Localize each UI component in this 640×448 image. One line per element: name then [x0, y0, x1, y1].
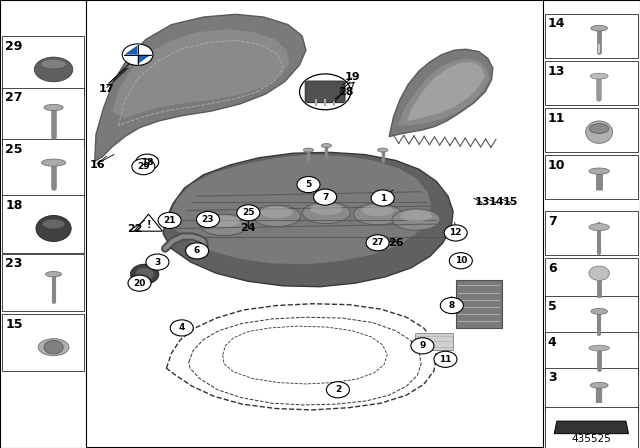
Text: 15: 15	[5, 318, 22, 331]
Circle shape	[158, 212, 181, 228]
Text: 435525: 435525	[572, 434, 611, 444]
Circle shape	[589, 266, 609, 280]
Text: 20: 20	[133, 279, 146, 288]
Ellipse shape	[302, 202, 351, 224]
Text: 8: 8	[449, 301, 455, 310]
Text: 25: 25	[242, 208, 255, 217]
Text: 22: 22	[127, 224, 142, 234]
FancyBboxPatch shape	[2, 36, 84, 94]
Text: 10: 10	[454, 256, 467, 265]
Polygon shape	[398, 58, 490, 125]
Polygon shape	[163, 152, 453, 287]
Text: 10: 10	[548, 159, 565, 172]
Circle shape	[440, 297, 463, 314]
Text: 11: 11	[548, 112, 565, 125]
FancyBboxPatch shape	[2, 254, 84, 311]
Polygon shape	[112, 29, 289, 118]
Text: 3: 3	[548, 371, 556, 384]
Ellipse shape	[586, 121, 612, 143]
Ellipse shape	[253, 205, 301, 227]
Ellipse shape	[36, 215, 71, 241]
Text: 18: 18	[5, 199, 22, 212]
Polygon shape	[95, 14, 306, 161]
Polygon shape	[406, 62, 485, 122]
Ellipse shape	[590, 382, 608, 388]
FancyBboxPatch shape	[545, 368, 638, 412]
Text: 2: 2	[335, 385, 341, 394]
FancyBboxPatch shape	[545, 61, 638, 105]
Circle shape	[122, 44, 153, 65]
Ellipse shape	[589, 224, 609, 231]
Ellipse shape	[321, 143, 332, 148]
Ellipse shape	[303, 148, 314, 152]
Circle shape	[434, 351, 457, 367]
Circle shape	[411, 338, 434, 354]
Ellipse shape	[44, 104, 63, 111]
Circle shape	[186, 243, 209, 259]
FancyBboxPatch shape	[456, 280, 502, 328]
Circle shape	[371, 190, 394, 206]
Ellipse shape	[400, 210, 432, 221]
Circle shape	[449, 253, 472, 269]
Circle shape	[146, 254, 169, 270]
Ellipse shape	[42, 159, 66, 166]
Polygon shape	[389, 49, 493, 137]
Polygon shape	[138, 55, 151, 64]
Ellipse shape	[590, 73, 608, 79]
Text: 3: 3	[154, 258, 161, 267]
Text: 4: 4	[548, 336, 557, 349]
FancyBboxPatch shape	[545, 211, 638, 255]
Circle shape	[366, 235, 389, 251]
Text: 27: 27	[5, 91, 22, 104]
Circle shape	[314, 189, 337, 205]
Ellipse shape	[362, 205, 394, 216]
Circle shape	[136, 154, 159, 170]
Ellipse shape	[41, 59, 67, 69]
Circle shape	[132, 159, 155, 175]
Text: 4: 4	[179, 323, 185, 332]
Text: 12: 12	[449, 228, 462, 237]
Text: 5: 5	[305, 180, 312, 189]
Ellipse shape	[378, 148, 388, 152]
Text: 21: 21	[163, 216, 176, 225]
Polygon shape	[134, 214, 163, 231]
Circle shape	[297, 177, 320, 193]
Ellipse shape	[591, 25, 607, 31]
Polygon shape	[124, 45, 138, 55]
FancyBboxPatch shape	[545, 296, 638, 340]
Text: 23: 23	[202, 215, 214, 224]
FancyBboxPatch shape	[545, 155, 638, 199]
FancyBboxPatch shape	[2, 139, 84, 197]
Text: 6: 6	[548, 262, 556, 275]
FancyBboxPatch shape	[545, 332, 638, 376]
Text: 7: 7	[322, 193, 328, 202]
Ellipse shape	[591, 308, 607, 314]
Text: 29: 29	[137, 162, 150, 171]
Text: 16: 16	[90, 160, 105, 170]
FancyBboxPatch shape	[0, 0, 86, 448]
FancyBboxPatch shape	[545, 407, 638, 448]
Ellipse shape	[353, 203, 402, 225]
Ellipse shape	[589, 124, 609, 134]
Text: 13: 13	[474, 198, 490, 207]
Circle shape	[44, 340, 63, 354]
Ellipse shape	[42, 219, 65, 229]
Circle shape	[237, 205, 260, 221]
Circle shape	[326, 382, 349, 398]
FancyBboxPatch shape	[415, 333, 453, 350]
Text: 5: 5	[548, 300, 557, 313]
Ellipse shape	[38, 339, 69, 356]
Text: 6: 6	[194, 246, 200, 255]
Text: 14: 14	[488, 198, 504, 207]
Text: 29: 29	[5, 40, 22, 53]
Ellipse shape	[200, 214, 248, 236]
FancyBboxPatch shape	[305, 81, 345, 103]
Ellipse shape	[589, 345, 609, 351]
Text: 9: 9	[419, 341, 426, 350]
Ellipse shape	[208, 215, 240, 227]
Circle shape	[170, 320, 193, 336]
Text: 27: 27	[371, 238, 384, 247]
Text: 18: 18	[141, 158, 154, 167]
FancyBboxPatch shape	[545, 14, 638, 58]
